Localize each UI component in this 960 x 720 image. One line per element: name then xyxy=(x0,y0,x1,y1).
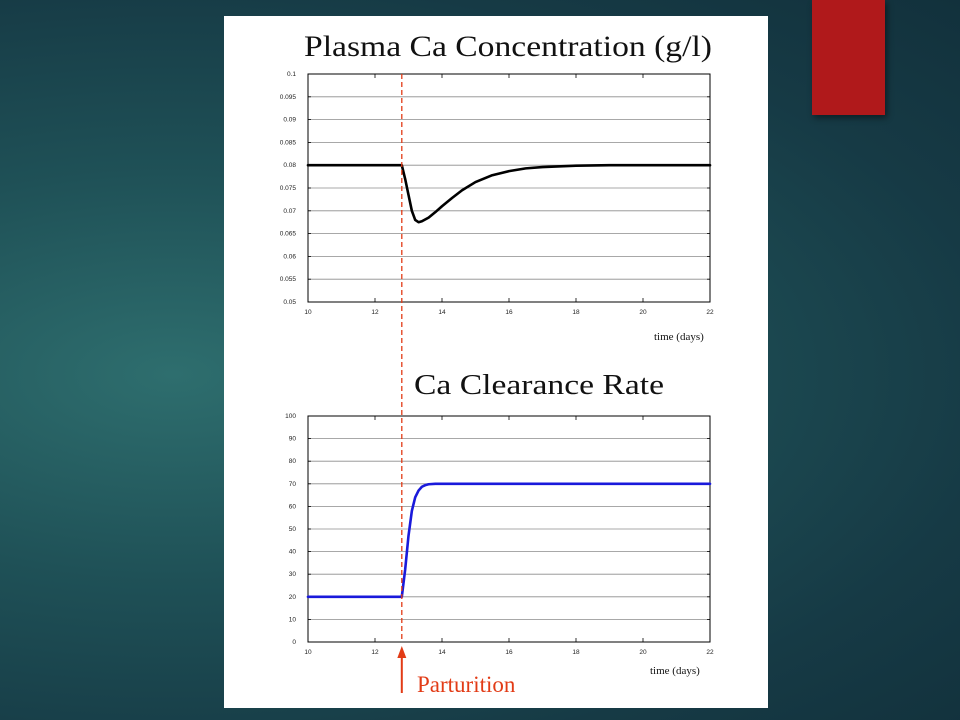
plasma-x-tick-label: 18 xyxy=(572,309,580,316)
clearance-y-tick-label: 80 xyxy=(289,458,297,465)
plasma-y-tick-label: 0.07 xyxy=(283,208,296,215)
clearance-x-tick-label: 12 xyxy=(371,649,379,656)
plasma-y-tick-label: 0.055 xyxy=(280,276,297,283)
clearance-x-tick-label: 20 xyxy=(639,649,647,656)
plasma-x-tick-label: 14 xyxy=(438,309,446,316)
clearance-y-tick-label: 20 xyxy=(289,594,297,601)
clearance-x-tick-label: 14 xyxy=(438,649,446,656)
accent-bar xyxy=(812,0,885,115)
clearance-y-tick-label: 100 xyxy=(285,413,296,420)
plasma-y-tick-label: 0.085 xyxy=(280,139,297,146)
clearance-x-axis-label: time (days) xyxy=(650,665,700,677)
plasma-y-tick-label: 0.08 xyxy=(283,162,296,169)
plasma-plot-frame xyxy=(307,73,711,303)
clearance-y-tick-label: 90 xyxy=(289,436,297,443)
clearance-series-line xyxy=(306,482,712,599)
plasma-x-tick-label: 16 xyxy=(505,309,513,316)
clearance-x-tick-label: 10 xyxy=(304,649,312,656)
clearance-chart: 0 10 20 30 40 50 60 70 80 90 100 10 12 14 16 18 20 22 time… xyxy=(285,413,714,677)
plasma-y-tick-label: 0.06 xyxy=(283,253,296,260)
clearance-y-tick-label: 70 xyxy=(289,481,297,488)
plasma-x-tick-label: 10 xyxy=(304,309,312,316)
plasma-y-tick-label: 0.1 xyxy=(287,71,296,78)
clearance-x-tick-label: 22 xyxy=(706,649,714,656)
parturition-annotation xyxy=(397,74,407,693)
plasma-series-line xyxy=(306,163,712,224)
clearance-x-tick-label: 16 xyxy=(505,649,513,656)
up-arrow-icon xyxy=(397,646,407,693)
clearance-y-tick-label: 30 xyxy=(289,571,297,578)
clearance-plot-frame xyxy=(307,415,711,643)
plasma-y-tick-label: 0.05 xyxy=(283,299,296,306)
parturition-label: Parturition xyxy=(417,672,516,697)
clearance-y-tick-label: 50 xyxy=(289,526,297,533)
chart-figure: Plasma Ca Concentration (g/l) 0.050.0550… xyxy=(280,30,714,697)
plasma-x-tick-label: 22 xyxy=(706,309,714,316)
clearance-y-tick-label: 0 xyxy=(292,639,296,646)
plasma-x-tick-label: 20 xyxy=(639,309,647,316)
plasma-x-tick-label: 12 xyxy=(371,309,379,316)
plasma-chart: 0.05 0.055 0.06 0.065 0.07 0.075 0.08 0.085 0.09… xyxy=(280,71,714,343)
plasma-y-tick-label: 0.075 xyxy=(280,185,297,192)
plasma-x-axis-label: time (days) xyxy=(654,331,704,343)
clearance-y-tick-label: 10 xyxy=(289,616,297,623)
clearance-y-tick-label: 40 xyxy=(289,549,297,556)
clearance-y-tick-label: 60 xyxy=(289,503,297,510)
clearance-x-tick-label: 18 xyxy=(572,649,580,656)
chart-panel: Plasma Ca Concentration (g/l) 0.05 0.055 0… xyxy=(224,16,768,708)
plasma-y-tick-label: 0.065 xyxy=(280,231,297,238)
plasma-y-tick-label: 0.09 xyxy=(283,117,296,124)
chart-title-clearance: Ca Clearance Rate xyxy=(414,370,664,401)
chart-title-plasma: Plasma Ca Concentration (g/l) xyxy=(304,30,712,63)
plasma-y-tick-label: 0.095 xyxy=(280,94,297,101)
